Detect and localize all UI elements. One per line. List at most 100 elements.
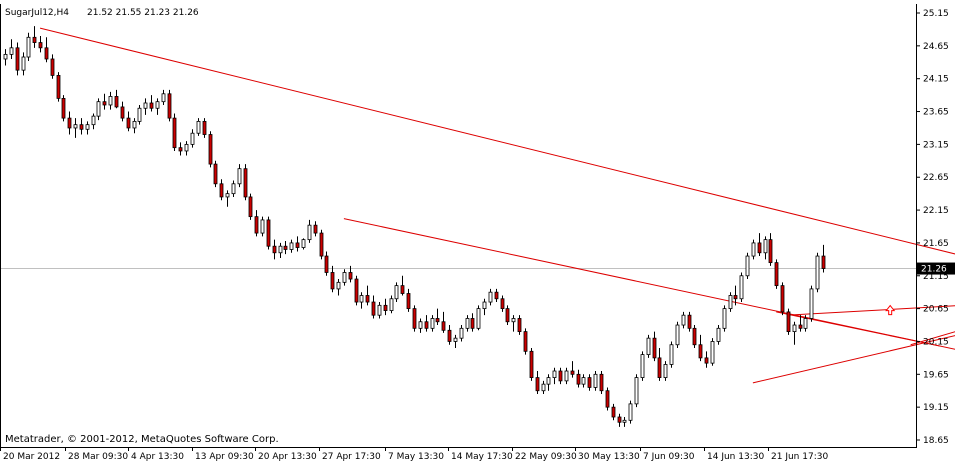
candle [652,331,657,362]
candle-body [219,183,224,198]
candle-body [663,364,668,378]
candle [430,315,435,332]
trendline[interactable] [752,312,955,384]
candle [757,233,762,257]
candle-body [617,416,622,423]
candle-body [570,370,575,375]
candle-body [418,321,423,329]
candle [61,95,66,122]
candle [342,269,347,286]
candle [558,367,563,385]
y-tick-label: 20.15 [923,337,949,347]
candle-body [564,370,569,382]
candle-layer [3,26,896,427]
candle [657,348,662,381]
candle [692,325,697,349]
y-tick-label: 22.15 [923,206,949,216]
x-tick-label: 20 Apr 13:30 [258,452,317,462]
candle-body [371,301,376,316]
y-tick-label: 19.15 [923,403,949,413]
candle [424,315,429,332]
candle [394,282,399,303]
candle [85,121,90,135]
y-tick-label: 24.15 [923,75,949,85]
x-tick-label: 21 Jun 17:30 [771,452,828,462]
candle-body [412,308,417,329]
candle [178,142,183,156]
candle-body [295,242,300,248]
candle-body [546,377,551,385]
candle [599,371,604,395]
candle [628,400,633,424]
candle-body [167,93,172,119]
candle-body [529,350,534,378]
candle [44,37,49,63]
candle-body [465,318,470,329]
x-tick-label: 7 Jun 09:30 [643,452,695,462]
candle [254,210,259,237]
candle [248,193,253,220]
trendline[interactable] [39,27,955,279]
candle-body [383,304,388,311]
trendline-layer[interactable] [39,27,955,384]
candle-body [26,36,31,58]
trendline[interactable] [776,311,940,347]
candle-body [155,101,160,109]
candle [266,216,271,250]
candle-body [768,239,773,264]
candle [523,328,528,355]
candle [751,239,756,260]
candle-body [576,373,581,385]
candle-body [126,117,131,129]
candle-body [687,314,692,329]
candle-body [319,232,324,257]
candle [803,315,808,332]
candle-body [3,53,8,60]
y-tick-label: 23.15 [923,140,949,150]
y-tick-label: 22.65 [923,173,949,183]
candle-body [523,331,528,352]
candle-body [681,314,686,326]
candle-body [243,168,248,198]
candle-body [389,298,394,311]
candle-body [137,107,142,122]
trendline[interactable] [910,302,955,346]
candle-body [324,255,329,273]
candle [202,118,207,138]
candle [283,240,288,255]
candle [365,285,370,306]
candle [768,233,773,266]
candle [763,236,768,260]
y-tick-label: 19.65 [923,370,949,380]
candle-body [73,124,78,129]
trendline[interactable] [787,300,955,316]
candle-body [272,245,277,254]
arrow-up-icon [885,304,896,316]
candle-body [208,134,213,165]
candle-body [96,101,101,117]
candle-body [254,216,259,234]
candle-body [657,357,662,378]
candle-body [628,403,633,421]
candle-body [622,419,627,423]
candle-body [470,318,475,329]
current-price-label: 21.26 [921,265,947,275]
candle [137,104,142,125]
candle-body [225,193,230,198]
candle-body [751,242,756,257]
x-tick-label: 4 Apr 13:30 [131,452,184,462]
candle [418,318,423,333]
candle [237,164,242,188]
candle [167,89,172,122]
y-tick-label: 18.65 [923,436,949,446]
candle [190,129,195,148]
candle-body [821,255,826,269]
candle [243,164,248,201]
candle [91,113,96,130]
candle [219,179,224,201]
ohlc-readout: 21.52 21.55 21.23 21.26 [87,8,199,18]
candle-body [67,117,72,129]
candle-body [143,102,148,109]
